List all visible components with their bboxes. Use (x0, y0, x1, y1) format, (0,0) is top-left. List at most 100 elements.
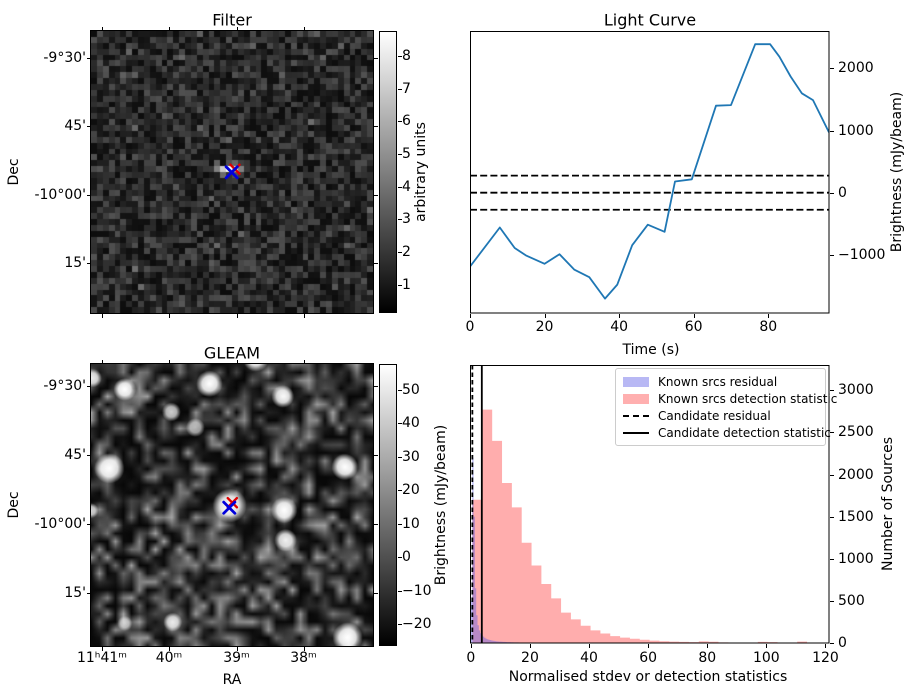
x-tick-label: 120 (812, 650, 839, 666)
x-tick-label: 0 (466, 650, 476, 666)
axis-tick (398, 284, 402, 286)
axis-tick (398, 88, 402, 90)
filter-axes-frame (90, 30, 374, 314)
legend-row-candidate-residual: Candidate residual (623, 407, 819, 424)
axis-tick (303, 359, 305, 363)
colorbar-tick-label: 2 (402, 243, 411, 260)
axis-tick (374, 523, 378, 525)
axis-tick (86, 386, 90, 387)
axis-tick (374, 58, 378, 59)
axis-tick (825, 644, 827, 648)
axis-tick (86, 455, 90, 456)
axis-tick (830, 390, 834, 392)
axis-tick (830, 643, 834, 644)
axis-tick (830, 254, 834, 256)
candidate-detection-line-swatch (623, 431, 649, 434)
axis-tick (86, 523, 90, 525)
colorbar-tick-label: −20 (402, 616, 432, 633)
colorbar-tick-label: 30 (402, 448, 420, 465)
colorbar-tick-label: 40 (402, 415, 420, 432)
axis-tick (398, 219, 402, 221)
axis-tick (830, 474, 834, 476)
axis-tick (169, 314, 170, 318)
filter-dec-axis-label: Dec (6, 158, 22, 186)
x-tick-label: 60 (684, 319, 703, 335)
dec-tick-label: 15' (64, 584, 86, 601)
axis-tick (86, 592, 90, 594)
axis-tick (470, 314, 471, 318)
ra-axis-label: RA (222, 672, 242, 688)
colorbar-tick-label: 3 (402, 211, 411, 228)
y-tick-label: 3000 (838, 382, 874, 399)
x-tick-label: 0 (465, 319, 475, 335)
ra-tick-label: 39ᵐ (223, 650, 250, 666)
gleam-axes-frame (90, 363, 374, 647)
axis-tick (303, 647, 305, 651)
axis-tick (830, 516, 834, 518)
axis-tick (589, 644, 591, 648)
axis-tick (830, 432, 834, 434)
filter-colorbar-label: arbitrary units (413, 122, 429, 222)
axis-tick (648, 644, 650, 648)
legend-row-known-detstat: Known srcs detection statistic (623, 390, 837, 407)
axis-tick (529, 644, 531, 648)
colorbar-tick-label: 20 (402, 482, 420, 499)
axis-tick (830, 130, 834, 132)
axis-tick (398, 186, 402, 188)
axis-tick (707, 644, 709, 648)
histogram-frame (470, 365, 830, 644)
axis-tick (398, 557, 402, 559)
legend-row-known-residual: Known srcs residual (623, 373, 819, 390)
axis-tick (830, 558, 834, 560)
x-tick-label: 100 (752, 650, 780, 666)
legend-row-candidate-detstat: Candidate detection statistic (623, 424, 831, 441)
axis-tick (544, 314, 546, 318)
axis-tick (619, 314, 621, 318)
axis-tick (830, 600, 834, 602)
known-srcs-detection-swatch (623, 393, 649, 404)
x-tick-label: 60 (639, 650, 658, 666)
axis-tick (830, 192, 834, 194)
legend-label: Candidate detection statistic (658, 425, 831, 440)
histogram-plot (470, 365, 830, 644)
dec-tick-label: -9°30' (43, 378, 86, 394)
light-curve-y-axis-label: Brightness (mJy/beam) (889, 91, 905, 253)
filter-colorbar (379, 31, 397, 313)
gleam-title: GLEAM (203, 343, 261, 363)
axis-tick (236, 314, 238, 318)
light-curve-frame (470, 31, 830, 314)
x-tick-label: 20 (521, 650, 539, 666)
axis-tick (398, 523, 402, 525)
axis-tick (236, 647, 238, 651)
colorbar-tick-label: 5 (402, 146, 411, 163)
axis-tick (374, 126, 378, 127)
gleam-source-markers (222, 496, 239, 515)
y-tick-label: 2500 (838, 424, 874, 441)
colorbar-tick-label: 6 (402, 113, 411, 130)
dec-tick-label: -9°30' (43, 50, 86, 66)
dec-tick-label: 45' (64, 447, 86, 463)
x-tick-label: 40 (610, 319, 629, 335)
colorbar-tick-label: 7 (402, 80, 411, 97)
legend-label: Known srcs residual (658, 374, 778, 389)
legend-label: Candidate residual (658, 408, 771, 423)
axis-tick (398, 490, 402, 492)
ra-tick-label: 38ᵐ (290, 650, 317, 666)
axis-tick (102, 359, 103, 363)
axis-tick (102, 26, 103, 30)
y-tick-label: 0 (838, 184, 847, 201)
axis-tick (398, 624, 402, 626)
y-tick-label: 1000 (838, 550, 874, 567)
axis-tick (169, 647, 170, 651)
axis-tick (374, 194, 378, 196)
light-curve-plot (470, 31, 830, 314)
axis-tick (398, 389, 402, 391)
x-tick-label: 80 (698, 650, 717, 666)
y-tick-label: 0 (838, 635, 847, 651)
axis-tick (169, 26, 170, 30)
light-curve-line (470, 43, 830, 300)
colorbar-tick-label: −10 (402, 582, 432, 599)
time-axis-label: Time (s) (622, 342, 680, 358)
axis-tick (374, 592, 378, 594)
y-tick-label: 2000 (838, 60, 874, 77)
